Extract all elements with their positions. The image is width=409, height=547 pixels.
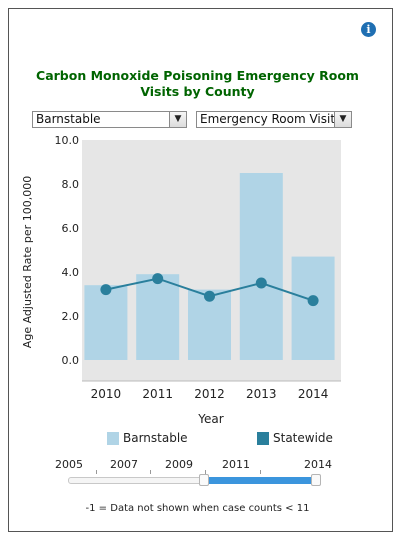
chart-title: Carbon Monoxide Poisoning Emergency Room…: [36, 68, 359, 99]
footnote: -1 = Data not shown when case counts < 1…: [85, 503, 310, 514]
legend-label-statewide: Statewide: [273, 431, 333, 445]
county-select-value: Barnstable: [36, 112, 101, 126]
slider-label: 2005: [55, 458, 83, 471]
county-select[interactable]: Barnstable ▼: [32, 111, 187, 128]
slider-label: 2011: [222, 458, 250, 471]
slider-label: 2007: [110, 458, 138, 471]
slider-tick: [150, 470, 151, 474]
slider-selected-range: [204, 477, 317, 484]
slider-tick: [205, 470, 206, 474]
legend-swatch-statewide: [257, 432, 269, 445]
chevron-down-icon[interactable]: ▼: [334, 112, 351, 127]
legend-swatch-barnstable: [107, 432, 119, 445]
slider-start-handle[interactable]: [199, 474, 209, 486]
slider-end-handle[interactable]: [311, 474, 321, 486]
slider-tick: [96, 470, 97, 474]
slider-tick: [260, 470, 261, 474]
measure-select[interactable]: Emergency Room Visits ▼: [196, 111, 352, 128]
measure-select-value: Emergency Room Visits: [200, 112, 342, 126]
info-icon[interactable]: i: [361, 22, 376, 37]
chevron-down-icon[interactable]: ▼: [169, 112, 186, 127]
legend-label-barnstable: Barnstable: [123, 431, 188, 445]
slider-label: 2009: [165, 458, 193, 471]
slider-label: 2014: [304, 458, 332, 471]
